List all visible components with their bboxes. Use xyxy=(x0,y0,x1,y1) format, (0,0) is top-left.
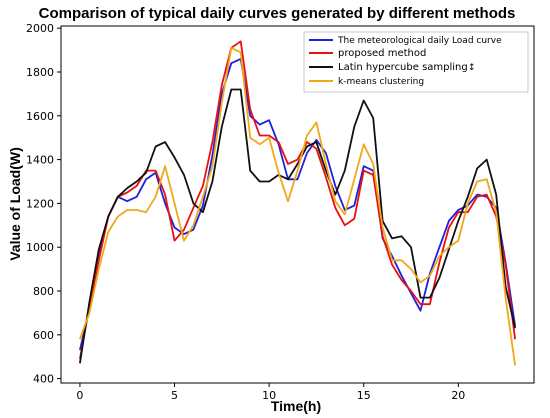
legend-entry-kmeans: k-means clustering xyxy=(309,77,424,87)
legend-entry-latin-hypercube: Latin hypercube sampling ↕ xyxy=(309,62,476,73)
series-line-meteorological xyxy=(79,58,516,351)
legend-label-kmeans: k-means clustering xyxy=(338,77,424,87)
y-tick-label: 1400 xyxy=(26,154,54,167)
y-tick-label: 1800 xyxy=(26,66,54,79)
x-tick-label: 5 xyxy=(171,389,178,402)
legend-label-proposed: proposed method xyxy=(338,48,426,59)
x-tick-label: 20 xyxy=(451,389,465,402)
legend-label-meteorological: The meteorological daily Load curve xyxy=(337,36,502,46)
x-tick-label: 10 xyxy=(262,389,276,402)
y-tick-label: 2000 xyxy=(26,22,54,35)
y-tick-label: 1200 xyxy=(26,197,54,210)
y-tick-label: 1600 xyxy=(26,110,54,123)
y-tick-label: 400 xyxy=(33,373,54,386)
y-tick-label: 800 xyxy=(33,285,54,298)
x-tick-label: 15 xyxy=(357,389,371,402)
legend: The meteorological daily Load curve prop… xyxy=(303,31,529,93)
x-tick-label: 0 xyxy=(76,389,83,402)
series-line-proposed xyxy=(79,40,516,360)
y-tick-label: 600 xyxy=(33,329,54,342)
x-axis-label: Time(h) xyxy=(271,398,321,414)
series-line-kmeans xyxy=(79,47,516,366)
legend-box xyxy=(303,31,529,93)
legend-label-latin-hypercube: Latin hypercube sampling xyxy=(338,62,468,73)
x-axis-ticks: 0 5 10 15 20 xyxy=(76,383,465,402)
y-axis-label: Value of Load(W) xyxy=(7,147,23,261)
y-tick-label: 1000 xyxy=(26,241,54,254)
legend-cursor-marker: ↕ xyxy=(468,63,476,73)
plot-lines xyxy=(79,40,516,366)
plot-frame xyxy=(60,25,535,384)
series-line-latin-hypercube xyxy=(79,88,516,364)
y-axis-ticks: 400 600 800 1000 1200 1400 1600 1800 2000 xyxy=(26,22,61,386)
legend-entry-proposed: proposed method xyxy=(309,48,426,59)
chart-title: Comparison of typical daily curves gener… xyxy=(39,5,516,22)
legend-entry-meteorological: The meteorological daily Load curve xyxy=(309,36,502,46)
